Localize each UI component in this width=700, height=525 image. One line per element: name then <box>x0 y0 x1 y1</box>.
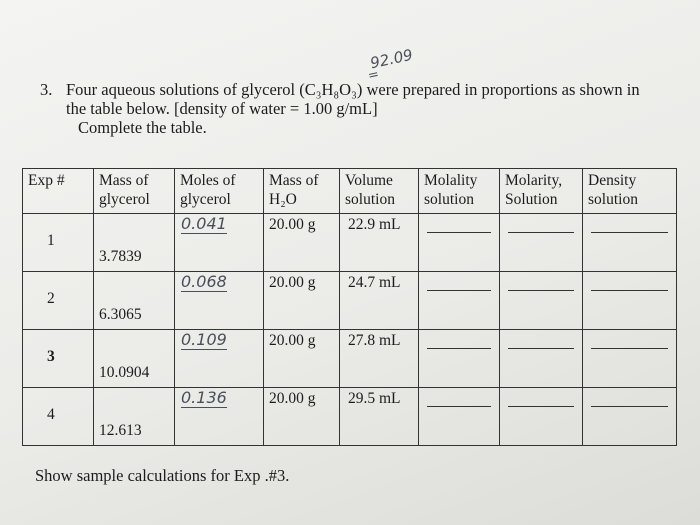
cell-text: 27.8 mL <box>348 332 401 349</box>
table-cell <box>499 213 583 272</box>
header-row: Exp # Mass of glycerol Moles of glycerol Mass… <box>22 168 677 214</box>
cell-text: 4 <box>47 406 55 423</box>
header-text: solution <box>424 191 474 208</box>
answer-blank <box>591 290 668 291</box>
handwritten-answer: 0.109 <box>181 330 227 350</box>
cell-text: 3 <box>47 348 55 365</box>
table-cell: 1 <box>22 213 94 272</box>
header-text: Mass of <box>99 172 149 189</box>
table-cell: 0.109 <box>174 329 264 388</box>
table-cell <box>499 329 583 388</box>
table-cell: 0.041 <box>174 213 264 272</box>
table-cell: 24.7 mL <box>339 271 419 330</box>
data-table: Exp # Mass of glycerol Moles of glycerol Mass… <box>22 168 677 446</box>
table-cell: 20.00 g <box>263 387 340 446</box>
cell-text: 20.00 g <box>269 216 316 233</box>
header-text: H₂O <box>269 191 297 208</box>
header-text: solution <box>345 191 395 208</box>
answer-blank <box>427 232 491 233</box>
table-cell: 2 <box>22 271 94 330</box>
data-row: 2 6.3065 0.068 20.00 g 24.7 mL <box>22 271 677 330</box>
table-cell <box>418 387 500 446</box>
header-text: Molality <box>424 172 478 189</box>
table-cell <box>582 329 677 388</box>
answer-blank <box>427 290 491 291</box>
header-cell: Density solution <box>582 168 677 214</box>
answer-blank <box>508 232 574 233</box>
header-cell: Molality solution <box>418 168 500 214</box>
cell-text: 22.9 mL <box>348 216 401 233</box>
table-cell <box>499 271 583 330</box>
table-cell: 29.5 mL <box>339 387 419 446</box>
handwritten-answer: 0.068 <box>181 272 227 292</box>
header-cell: Molarity, Solution <box>499 168 583 214</box>
header-text: Mass of <box>269 172 319 189</box>
header-text: Molarity, <box>505 172 563 189</box>
header-text: Exp # <box>28 172 65 189</box>
table-cell <box>418 271 500 330</box>
data-row: 1 3.7839 0.041 20.00 g 22.9 mL <box>22 213 677 272</box>
cell-text: 20.00 g <box>269 390 316 407</box>
table-cell: 0.136 <box>174 387 264 446</box>
cell-text: 3.7839 <box>99 248 142 265</box>
cell-text: 29.5 mL <box>348 390 401 407</box>
footer-instruction: Show sample calculations for Exp .#3. <box>35 466 290 485</box>
header-cell: Moles of glycerol <box>174 168 264 214</box>
header-text: Moles of <box>180 172 236 189</box>
table-cell: 20.00 g <box>263 213 340 272</box>
answer-blank <box>508 348 574 349</box>
answer-blank <box>427 348 491 349</box>
table-cell <box>418 329 500 388</box>
cell-text: 12.613 <box>99 422 142 439</box>
answer-blank <box>591 232 668 233</box>
table-cell: 27.8 mL <box>339 329 419 388</box>
header-cell: Exp # <box>22 168 94 214</box>
table-cell <box>582 213 677 272</box>
answer-blank <box>508 290 574 291</box>
question-line: Four aqueous solutions of glycerol (C₃H₈… <box>66 80 640 99</box>
answer-blank <box>591 348 668 349</box>
table-cell: 0.068 <box>174 271 264 330</box>
header-text: Volume <box>345 172 393 189</box>
header-cell: Mass of H₂O <box>263 168 340 214</box>
question-number: 3. <box>40 80 53 99</box>
header-cell: Mass of glycerol <box>93 168 175 214</box>
header-text: glycerol <box>180 191 231 208</box>
data-row: 3 10.0904 0.109 20.00 g 27.8 mL <box>22 329 677 388</box>
table-cell: 6.3065 <box>93 271 175 330</box>
table-cell <box>582 271 677 330</box>
table-cell: 3.7839 <box>93 213 175 272</box>
table-cell: 20.00 g <box>263 271 340 330</box>
cell-text: 20.00 g <box>269 274 316 291</box>
cell-text: 10.0904 <box>99 364 150 381</box>
table-cell: 3 <box>22 329 94 388</box>
header-text: Density <box>588 172 637 189</box>
header-text: Solution <box>505 191 558 208</box>
question-line: the table below. [density of water = 1.0… <box>66 99 378 118</box>
cell-text: 1 <box>47 232 55 249</box>
table-cell: 12.613 <box>93 387 175 446</box>
answer-blank <box>591 406 668 407</box>
answer-blank <box>427 406 491 407</box>
header-cell: Volume solution <box>339 168 419 214</box>
cell-text: 6.3065 <box>99 306 142 323</box>
table-cell: 4 <box>22 387 94 446</box>
answer-blank <box>508 406 574 407</box>
table-cell: 20.00 g <box>263 329 340 388</box>
table-cell <box>418 213 500 272</box>
cell-text: 20.00 g <box>269 332 316 349</box>
header-text: solution <box>588 191 638 208</box>
handwritten-answer: 0.041 <box>181 214 227 234</box>
header-text: glycerol <box>99 191 150 208</box>
table-cell <box>499 387 583 446</box>
question-line: Complete the table. <box>78 118 207 137</box>
data-row: 4 12.613 0.136 20.00 g 29.5 mL <box>22 387 677 446</box>
handwritten-answer: 0.136 <box>181 388 227 408</box>
table-cell: 22.9 mL <box>339 213 419 272</box>
cell-text: 2 <box>47 290 55 307</box>
table-cell: 10.0904 <box>93 329 175 388</box>
table-cell <box>582 387 677 446</box>
cell-text: 24.7 mL <box>348 274 401 291</box>
